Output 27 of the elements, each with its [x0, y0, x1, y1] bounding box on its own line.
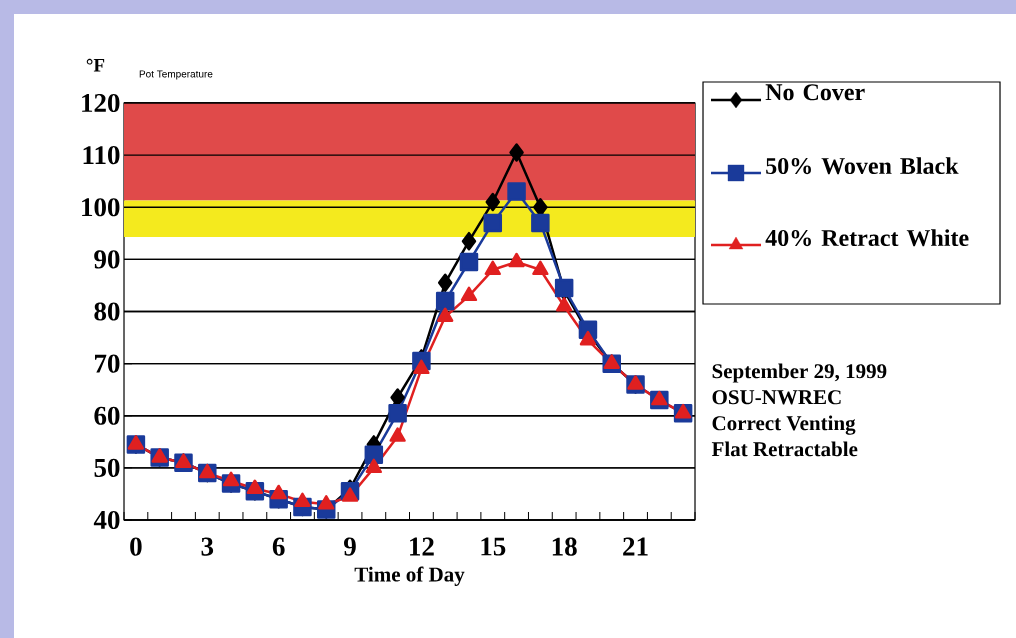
text: Flat Retractable	[711, 441, 858, 457]
x-tick-label: 3	[201, 537, 214, 556]
legend-label: No Cover	[765, 84, 865, 101]
x-tick-label: 0	[130, 537, 142, 556]
y-tick-label: 120	[82, 93, 120, 113]
y-tick-label: 70	[95, 354, 120, 373]
text: OSU-NWREC	[712, 390, 841, 405]
y-tick-label: 80	[94, 302, 120, 321]
y-tick-label: 110	[83, 146, 120, 165]
x-axis-title: Time of Day	[354, 566, 465, 586]
text: September 29, 1999	[712, 363, 887, 383]
y-axis-title: °F	[86, 58, 105, 72]
y-tick-label: 100	[82, 198, 120, 217]
y-tick-label: 50	[94, 458, 120, 477]
legend-label: 40% Retract White	[765, 229, 969, 247]
x-tick-label: 18	[552, 537, 577, 556]
legend-label: 50% Woven Black	[766, 157, 959, 175]
x-tick-label: 21	[623, 537, 648, 556]
x-tick-label: 12	[410, 537, 434, 556]
y-tick-label: 90	[94, 250, 120, 269]
x-tick-label: 15	[481, 537, 506, 556]
text: Correct Venting	[712, 415, 856, 435]
x-tick-label: 6	[272, 537, 285, 556]
chart-title: Pot Temperature	[139, 70, 213, 80]
y-tick-label: 40	[93, 510, 120, 530]
y-tick-label: 60	[94, 406, 120, 425]
x-tick-label: 9	[344, 537, 356, 556]
